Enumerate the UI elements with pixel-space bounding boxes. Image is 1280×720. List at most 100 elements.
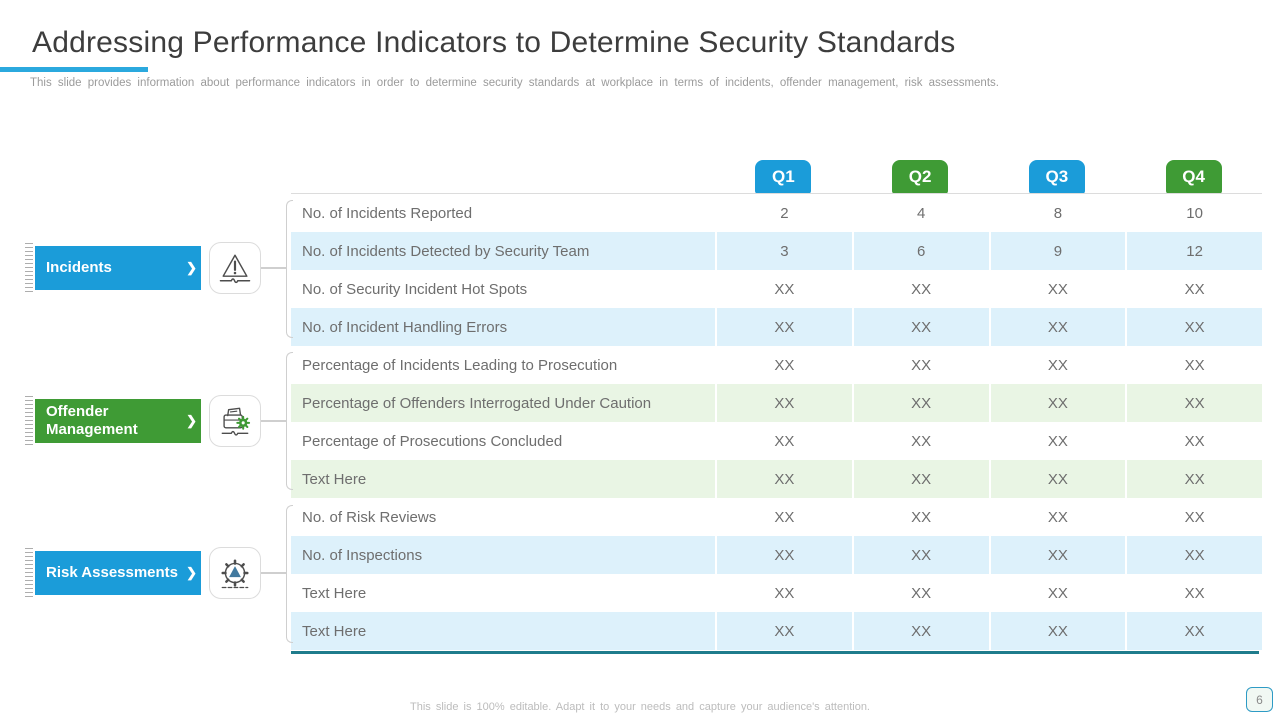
- row-value: XX: [715, 536, 852, 574]
- table-row[interactable]: No. of Security Incident Hot Spots XX XX XX…: [291, 270, 1262, 308]
- table-row[interactable]: Text Here XX XX XX XX: [291, 612, 1262, 650]
- table-row[interactable]: Percentage of Incidents Leading to Prose…: [291, 346, 1262, 384]
- row-value: 3: [715, 232, 852, 270]
- row-value: XX: [988, 346, 1126, 384]
- row-label: Text Here: [302, 470, 367, 488]
- row-value: XX: [988, 308, 1126, 346]
- row-value: XX: [1125, 422, 1262, 460]
- group-label-offender-management[interactable]: Offender Management ❯: [35, 399, 201, 443]
- row-label: Text Here: [302, 622, 367, 640]
- chevron-right-icon: ❯: [186, 413, 197, 428]
- row-value: XX: [988, 498, 1126, 536]
- row-value: XX: [715, 270, 852, 308]
- quarter-badge-q4[interactable]: Q4: [1165, 160, 1222, 194]
- group-label-text: Incidents: [46, 259, 112, 276]
- row-value: 10: [1125, 194, 1262, 232]
- table-row[interactable]: No. of Risk Reviews XX XX XX XX: [291, 498, 1262, 536]
- group-bracket: [286, 352, 293, 490]
- row-label: Percentage of Prosecutions Concluded: [302, 432, 563, 450]
- table-row[interactable]: No. of Incidents Reported 2 4 8 10: [291, 194, 1262, 232]
- table-row[interactable]: No. of Incident Handling Errors XX XX XX XX: [291, 308, 1262, 346]
- group-connector-line: [261, 420, 286, 422]
- quarter-badge-q3[interactable]: Q3: [1028, 160, 1085, 194]
- row-value: XX: [988, 422, 1126, 460]
- warning-triangle-icon: [219, 254, 251, 284]
- footer-note: This slide is 100% editable. Adapt it to…: [410, 701, 870, 713]
- row-value: XX: [851, 346, 989, 384]
- row-value: XX: [1125, 612, 1262, 650]
- group-bracket: [286, 505, 293, 643]
- row-value: XX: [988, 574, 1126, 612]
- row-label: No. of Risk Reviews: [302, 508, 437, 526]
- group-label-incidents[interactable]: Incidents ❯: [35, 246, 201, 290]
- quarter-header-spacer: [291, 160, 715, 194]
- row-value: XX: [715, 460, 852, 498]
- page-number-badge[interactable]: 6: [1246, 687, 1273, 712]
- row-value: XX: [715, 422, 852, 460]
- table-row[interactable]: Percentage of Prosecutions Concluded XX XX…: [291, 422, 1262, 460]
- row-label: Text Here: [302, 584, 367, 602]
- row-value: 2: [715, 194, 852, 232]
- row-value: XX: [851, 384, 989, 422]
- group-connector-line: [261, 572, 286, 574]
- row-value: XX: [1125, 270, 1262, 308]
- quarter-badge-q2[interactable]: Q2: [892, 160, 949, 194]
- row-value: XX: [1125, 346, 1262, 384]
- page-title: Addressing Performance Indicators to Det…: [32, 26, 956, 59]
- row-value: XX: [851, 574, 989, 612]
- row-value: XX: [851, 536, 989, 574]
- row-value: XX: [988, 536, 1126, 574]
- group-label-risk-assessments[interactable]: Risk Assessments ❯: [35, 551, 201, 595]
- table-bottom-accent-line: [291, 651, 1259, 654]
- group-connector-line: [261, 267, 286, 269]
- row-value: XX: [715, 498, 852, 536]
- row-value: XX: [851, 270, 989, 308]
- risk-gear-triangle-icon: [221, 559, 249, 589]
- quarter-badge-q1[interactable]: Q1: [755, 160, 812, 194]
- row-value: XX: [715, 574, 852, 612]
- row-value: XX: [1125, 308, 1262, 346]
- quarter-header-row: Q1 Q2 Q3 Q4: [291, 160, 1262, 194]
- hatch-strip: [25, 548, 33, 598]
- row-value: XX: [715, 308, 852, 346]
- offender-folder-gear-icon: [221, 407, 251, 436]
- chevron-right-icon: ❯: [186, 565, 197, 580]
- row-value: 4: [851, 194, 989, 232]
- row-label: No. of Incidents Detected by Security Te…: [302, 242, 590, 260]
- row-label: No. of Incident Handling Errors: [302, 318, 508, 336]
- row-value: 8: [988, 194, 1126, 232]
- row-value: XX: [1125, 536, 1262, 574]
- row-value: XX: [1125, 460, 1262, 498]
- table-row[interactable]: Text Here XX XX XX XX: [291, 574, 1262, 612]
- table-row[interactable]: No. of Inspections XX XX XX XX: [291, 536, 1262, 574]
- offender-icon-card: [209, 395, 261, 447]
- table-row[interactable]: No. of Incidents Detected by Security Te…: [291, 232, 1262, 270]
- row-value: XX: [988, 384, 1126, 422]
- row-value: XX: [1125, 498, 1262, 536]
- row-value: XX: [851, 612, 989, 650]
- row-value: XX: [988, 460, 1126, 498]
- row-value: XX: [715, 346, 852, 384]
- table-row[interactable]: Text Here XX XX XX XX: [291, 460, 1262, 498]
- incidents-icon-card: [209, 242, 261, 294]
- slide-subtitle: This slide provides information about pe…: [30, 77, 999, 89]
- chevron-right-icon: ❯: [186, 260, 197, 275]
- title-accent-underline: [0, 67, 148, 72]
- row-label: No. of Security Incident Hot Spots: [302, 280, 528, 298]
- indicator-table: No. of Incidents Reported 2 4 8 10 No. of Inc…: [291, 193, 1262, 650]
- group-bracket: [286, 200, 293, 338]
- row-value: 9: [988, 232, 1126, 270]
- row-value: XX: [851, 308, 989, 346]
- row-value: XX: [988, 612, 1126, 650]
- row-value: XX: [1125, 384, 1262, 422]
- row-value: XX: [851, 498, 989, 536]
- hatch-strip: [25, 243, 33, 293]
- table-row[interactable]: Percentage of Offenders Interrogated Und…: [291, 384, 1262, 422]
- row-value: XX: [715, 612, 852, 650]
- risk-icon-card: [209, 547, 261, 599]
- row-label: Percentage of Offenders Interrogated Und…: [302, 394, 652, 412]
- row-value: XX: [1125, 574, 1262, 612]
- row-label: No. of Inspections: [302, 546, 423, 564]
- row-value: 6: [851, 232, 989, 270]
